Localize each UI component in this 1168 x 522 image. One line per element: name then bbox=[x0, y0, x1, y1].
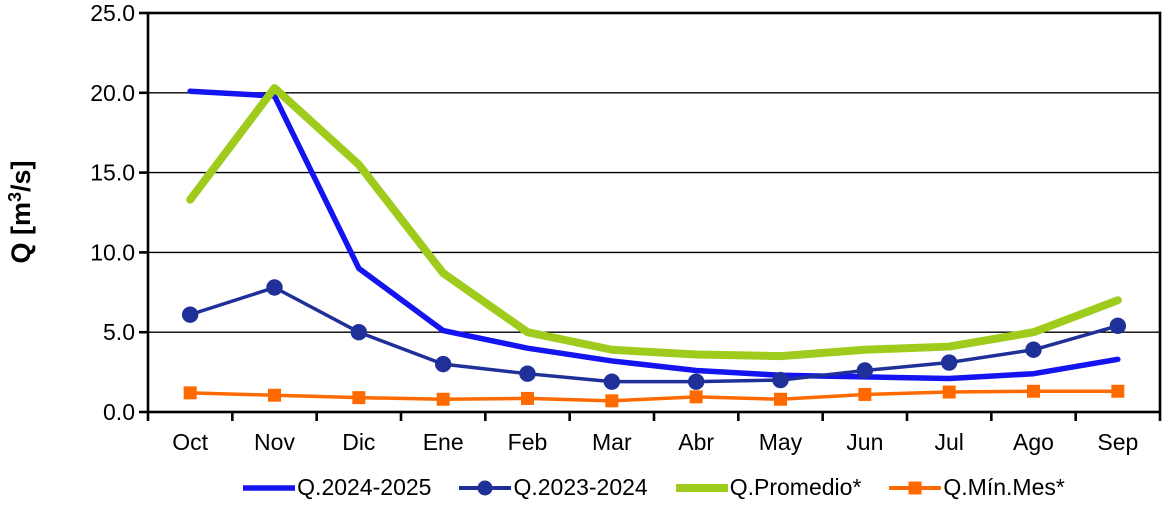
x-axis-ticks bbox=[146, 412, 1162, 421]
y-tick-label: 20.0 bbox=[90, 80, 135, 106]
legend-item: Q.Promedio* bbox=[675, 474, 862, 501]
plot-border bbox=[146, 11, 1162, 414]
square-marker bbox=[1111, 384, 1125, 398]
legend-line-square-icon bbox=[889, 481, 942, 494]
circle-marker bbox=[350, 324, 368, 341]
x-axis-label: Nov bbox=[254, 429, 295, 455]
x-axis-label: Ago bbox=[1013, 429, 1054, 455]
circle-marker bbox=[181, 306, 199, 323]
square-marker bbox=[689, 390, 703, 404]
x-axis-label: Oct bbox=[172, 429, 208, 455]
circle-marker bbox=[519, 365, 536, 382]
circle-marker bbox=[1025, 341, 1042, 358]
square-marker bbox=[858, 387, 872, 401]
circle-marker bbox=[1109, 317, 1127, 335]
circle-marker bbox=[266, 279, 283, 296]
x-axis-label: May bbox=[759, 429, 803, 455]
x-axis-label: Dic bbox=[342, 429, 375, 455]
legend-line-circle-icon bbox=[459, 480, 512, 495]
y-axis-title-sup: 3 bbox=[5, 192, 25, 202]
y-tick-label: 15.0 bbox=[90, 160, 135, 186]
square-marker bbox=[521, 391, 534, 405]
circle-marker bbox=[856, 362, 874, 379]
y-axis-ticks bbox=[139, 11, 148, 414]
x-axis-label: Sep bbox=[1097, 429, 1138, 455]
series-line-2 bbox=[188, 285, 1120, 384]
gridlines bbox=[148, 92, 1160, 333]
x-axis-label: Abr bbox=[678, 429, 714, 455]
legend-label: Q.2023-2024 bbox=[513, 474, 648, 500]
series-line-3 bbox=[186, 84, 1122, 361]
square-marker bbox=[352, 391, 366, 405]
circle-marker bbox=[940, 354, 958, 371]
circle-marker bbox=[434, 355, 452, 373]
square-marker bbox=[183, 386, 197, 400]
circle-marker bbox=[772, 371, 789, 389]
y-tick-label: 0.0 bbox=[103, 399, 135, 425]
legend-line-icon bbox=[675, 483, 728, 492]
chart-legend: Q.2024-2025 Q.2023-2024 Q.Promedio* Q.Mín.M… bbox=[148, 474, 1160, 501]
x-axis-label: Ene bbox=[423, 429, 464, 455]
square-marker bbox=[268, 388, 281, 402]
series-markers-2 bbox=[181, 279, 1127, 390]
y-tick-labels: 0.0 5.0 10.0 15.0 20.0 25.0 bbox=[90, 0, 135, 425]
square-marker bbox=[605, 394, 619, 408]
x-axis-label: Feb bbox=[508, 429, 548, 455]
circle-marker bbox=[687, 373, 705, 390]
square-marker bbox=[436, 392, 450, 406]
legend-item: Q.2024-2025 bbox=[243, 474, 431, 501]
y-tick-label: 10.0 bbox=[90, 239, 135, 265]
series-line-4 bbox=[188, 389, 1120, 403]
circle-marker bbox=[603, 373, 621, 390]
y-tick-label: 25.0 bbox=[90, 0, 135, 26]
square-marker bbox=[1027, 384, 1040, 398]
x-axis-label: Mar bbox=[592, 429, 632, 455]
y-axis-title-suffix: /s] bbox=[6, 160, 36, 192]
legend-item: Q.2023-2024 bbox=[459, 474, 648, 501]
legend-line-icon bbox=[243, 484, 296, 491]
line-chart-svg: 0.0 5.0 10.0 15.0 20.0 25.0 Oct Nov Dic Ene Feb Mar… bbox=[5, 0, 1162, 455]
square-marker bbox=[774, 392, 787, 406]
x-axis-label: Jul bbox=[934, 429, 963, 455]
y-tick-label: 5.0 bbox=[103, 319, 135, 345]
legend-item: Q.Mín.Mes* bbox=[889, 474, 1065, 501]
legend-label: Q.2024-2025 bbox=[297, 474, 432, 500]
series-markers-4 bbox=[183, 384, 1125, 408]
x-axis-labels: Oct Nov Dic Ene Feb Mar Abr May Jun Jul Ago Sep bbox=[172, 429, 1138, 455]
legend-label: Q.Promedio* bbox=[729, 474, 862, 500]
y-axis-title: Q [m3/s] bbox=[5, 160, 36, 263]
square-marker bbox=[942, 385, 956, 399]
y-axis-title-prefix: Q [m bbox=[6, 202, 36, 264]
legend-label: Q.Mín.Mes* bbox=[943, 474, 1065, 500]
series-line-1 bbox=[187, 88, 1121, 382]
x-axis-label: Jun bbox=[846, 429, 883, 455]
